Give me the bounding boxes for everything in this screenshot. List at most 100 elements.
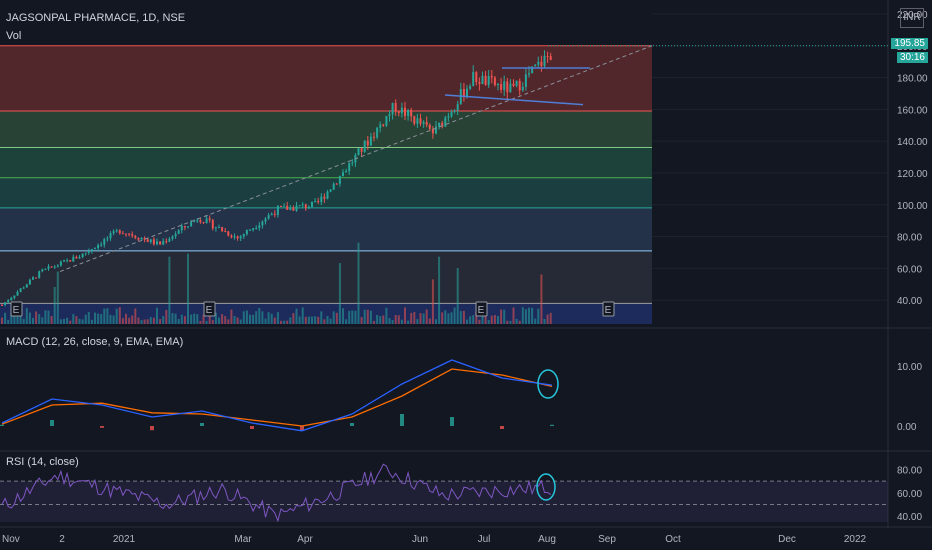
volume-bar	[205, 320, 208, 324]
rsi-line	[1, 463, 551, 523]
volume-bar	[276, 312, 279, 324]
time-tick-label: Aug	[538, 534, 556, 545]
candle-body	[4, 302, 7, 305]
volume-bar	[255, 311, 258, 324]
currency-button[interactable]: INR	[900, 8, 924, 28]
candle-body	[509, 83, 512, 93]
candle-body	[152, 239, 155, 245]
candle-body	[214, 227, 217, 229]
earnings-marker	[602, 301, 615, 317]
macd-histogram-bar	[150, 426, 154, 431]
candle-body	[280, 205, 282, 207]
candle-body	[363, 140, 366, 152]
volume-bars	[1, 242, 552, 324]
volume-bar	[428, 318, 431, 324]
volume-bar	[140, 320, 143, 324]
volume-bar	[376, 314, 379, 324]
volume-bar	[301, 307, 304, 324]
volume-bar	[75, 316, 78, 324]
candle-body	[22, 287, 25, 289]
volume-bar	[35, 311, 38, 324]
candle-body	[202, 222, 205, 224]
volume-bar	[360, 317, 363, 324]
candle-body	[379, 124, 382, 128]
candle-body	[273, 213, 276, 215]
candle-body	[314, 201, 317, 203]
candle-body	[149, 239, 152, 243]
candle-body	[462, 89, 465, 98]
time-tick-label: 2021	[113, 534, 136, 545]
volume-bar	[63, 318, 65, 324]
candle-body	[323, 196, 326, 199]
candle-body	[78, 257, 81, 259]
earnings-marker	[10, 301, 23, 317]
candle-body	[298, 205, 301, 207]
volume-bar	[348, 311, 351, 324]
candle-body	[258, 225, 261, 229]
candle-body	[493, 77, 496, 86]
volume-bar	[431, 279, 434, 324]
volume-bar	[363, 309, 366, 324]
candle-body	[44, 268, 47, 270]
candle-body	[506, 81, 509, 93]
volume-bar	[450, 312, 453, 324]
volume-bar	[168, 256, 171, 324]
volume-bar	[196, 314, 199, 324]
price-tick-label: 60.00	[897, 264, 922, 275]
candle-body	[100, 244, 103, 246]
volume-bar	[159, 319, 162, 324]
volume-bar	[53, 286, 56, 324]
volume-bar	[342, 308, 344, 324]
volume-bar	[50, 315, 53, 324]
candle-body	[534, 64, 537, 67]
volume-bar	[515, 318, 518, 324]
candle-body	[171, 236, 174, 239]
volume-bar	[81, 319, 84, 324]
candle-body	[252, 228, 255, 230]
candle-body	[487, 76, 490, 85]
candle-body	[382, 124, 385, 126]
candle-body	[53, 266, 56, 268]
volume-bar	[218, 317, 220, 324]
volume-bar	[69, 320, 72, 324]
fib-zones	[0, 45, 652, 324]
macd-histogram-bar	[250, 426, 254, 429]
candles	[1, 50, 552, 307]
volume-bar	[329, 318, 332, 324]
volume-bar	[4, 312, 7, 324]
volume-bar	[425, 309, 428, 324]
volume-bar	[500, 309, 503, 324]
candle-body	[10, 297, 13, 301]
price-tick-label: 180.00	[897, 74, 928, 85]
candle-body	[16, 291, 19, 296]
volume-bar	[252, 314, 255, 324]
volume-bar	[264, 318, 267, 324]
volume-bar	[270, 313, 273, 324]
volume-bar	[416, 319, 419, 324]
volume-bar	[267, 312, 270, 324]
volume-bar	[528, 307, 530, 324]
volume-bar	[245, 310, 248, 324]
volume-bar	[10, 313, 13, 324]
volume-bar	[323, 319, 326, 324]
grid-lines	[0, 0, 932, 528]
volume-bar	[190, 314, 193, 324]
candle-body	[351, 162, 354, 164]
macd-histogram-bar	[450, 417, 454, 426]
candle-body	[264, 218, 267, 222]
earnings-marker-label: E	[206, 305, 213, 316]
volume-bar	[459, 311, 462, 324]
volume-bar	[441, 312, 444, 324]
volume-bar	[41, 317, 44, 324]
volume-bar	[134, 308, 137, 324]
candle-body	[537, 61, 540, 65]
volume-bar	[106, 308, 109, 324]
candle-body	[469, 86, 472, 89]
candle-body	[90, 249, 93, 252]
volume-bar	[66, 317, 69, 324]
candle-body	[531, 66, 534, 74]
volume-bar	[112, 315, 115, 324]
volume-bar	[475, 311, 478, 324]
volume-bar	[447, 313, 450, 324]
